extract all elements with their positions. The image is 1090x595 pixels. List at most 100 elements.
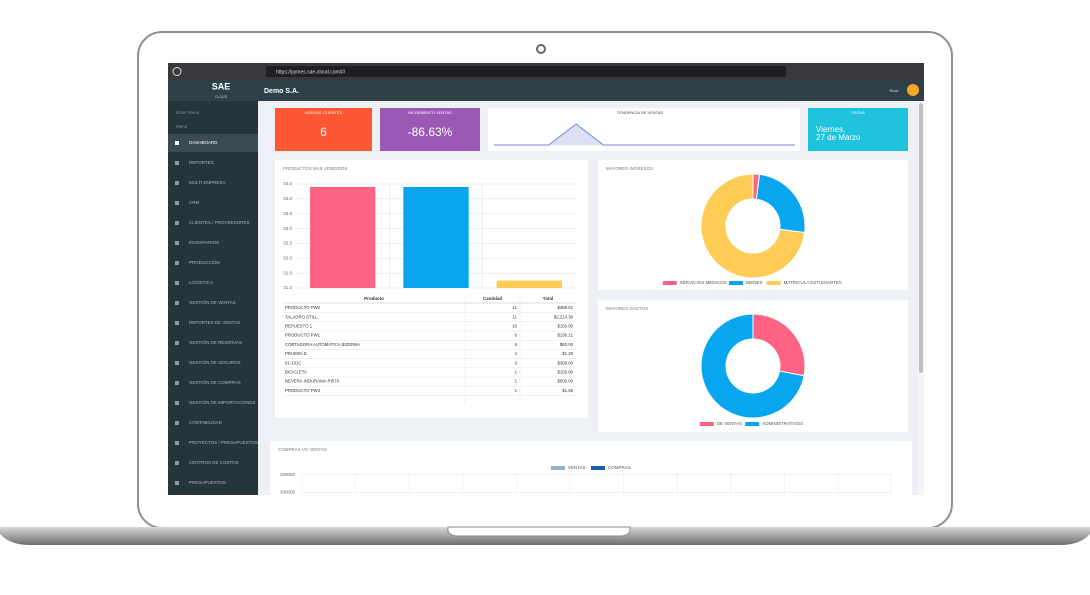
- donut-slice: [752, 313, 806, 377]
- menu-item[interactable]: PROYECTOS / PRESUPUESTOS: [189, 440, 258, 445]
- card-title: NUEVOS CLIENTES: [305, 110, 343, 115]
- card-value: -86.63%: [408, 125, 453, 139]
- table-cell: 10: [512, 324, 517, 329]
- table-cell: $150.00: [557, 370, 573, 375]
- table-cell: 4: [515, 351, 518, 356]
- table-header: Total: [543, 296, 553, 301]
- table-cell: 1: [515, 379, 518, 384]
- menu-icon: [175, 361, 179, 365]
- table-cell: 5: [515, 342, 518, 347]
- menu-item[interactable]: GESTIÓN DE IMPORTACIONES: [189, 399, 255, 405]
- menu-search[interactable]: Enter Menu: [176, 110, 200, 115]
- table-cell: $300.00: [557, 360, 573, 365]
- menu-item[interactable]: CONTABILIDAD: [189, 420, 223, 425]
- y-tick-label: 31.0: [283, 285, 292, 290]
- table-header: Producto: [364, 296, 384, 301]
- bar: [310, 186, 376, 288]
- legend-swatch: [591, 466, 605, 470]
- company-name: Demo S.A.: [264, 88, 299, 95]
- products-title: PRODUCTOS MAS VENDIDOS: [283, 166, 347, 171]
- menu-item[interactable]: GESTIÓN DE RESERVAS: [189, 339, 242, 345]
- menu-section: Menú: [176, 124, 188, 129]
- legend-label[interactable]: SERVICIOS MEDICOS: [680, 280, 727, 285]
- table-cell: 11: [513, 305, 518, 310]
- table-cell: $60.00: [560, 342, 574, 347]
- compare-panel: [270, 441, 912, 495]
- y-tick-label: 350000: [280, 472, 296, 477]
- legend-swatch: [729, 281, 743, 285]
- bar: [403, 186, 469, 288]
- table-cell: 3: [515, 360, 518, 365]
- card-value: Viernes,: [816, 125, 845, 134]
- table-cell: $2,214.30: [554, 314, 574, 319]
- table-cell: PRODUCTO PW2: [285, 305, 321, 310]
- menu-active: [168, 134, 258, 152]
- menu-icon: [175, 461, 179, 465]
- legend-label[interactable]: DE VENTAS: [717, 421, 742, 426]
- stat-card: [808, 108, 908, 151]
- legend-swatch: [662, 281, 677, 285]
- menu-icon: [175, 321, 179, 325]
- legend-label[interactable]: COMPRAS: [608, 465, 631, 470]
- card-title: FECHA: [851, 110, 865, 115]
- menu-item[interactable]: GESTIÓN DE VENTAS: [189, 299, 236, 305]
- menu-item[interactable]: INVENTARIOS: [189, 240, 219, 245]
- table-cell: $500.00: [557, 379, 573, 384]
- menu-item[interactable]: CENTROS DE COSTOS: [189, 460, 239, 465]
- url-field: [266, 66, 786, 77]
- user-name[interactable]: Root: [890, 88, 899, 93]
- table-cell: BICICLETA: [285, 370, 307, 375]
- compare-title: COMPRAS VS VENTAS: [278, 447, 327, 452]
- menu-item[interactable]: DASHBOARD: [189, 140, 218, 145]
- table-cell: $1.29: [562, 351, 573, 356]
- legend-swatch: [745, 422, 760, 426]
- menu-icon: [175, 221, 179, 225]
- y-tick-label: 32.0: [283, 255, 292, 260]
- table-cell: $150.00: [557, 324, 573, 329]
- menu-item[interactable]: CRM: [189, 200, 199, 205]
- legend-label[interactable]: MATRICULA ESTUDIANTES: [784, 280, 842, 285]
- menu-icon: [175, 141, 179, 145]
- y-tick-label: 32.5: [283, 241, 292, 246]
- table-cell: 01-101C: [285, 360, 301, 365]
- user-avatar[interactable]: [907, 84, 919, 96]
- donut-slice: [700, 313, 805, 419]
- table-cell: PRUEBA D: [285, 351, 307, 356]
- menu-item[interactable]: REPORTES: [189, 160, 214, 165]
- table-cell: 6: [515, 333, 518, 338]
- menu-item[interactable]: PRESUPUESTOS: [189, 480, 226, 485]
- menu-item[interactable]: PRODUCCIÓN: [189, 259, 220, 265]
- table-cell: PRODUCTO PW3: [285, 388, 321, 393]
- legend-swatch: [551, 466, 565, 470]
- stat-card: [380, 108, 480, 151]
- menu-icon: [175, 181, 179, 185]
- legend-label[interactable]: VENTAS: [568, 465, 586, 470]
- card-title: INCREMENTO VENTAS: [408, 110, 452, 115]
- donut-slice: [700, 173, 806, 279]
- menu-item[interactable]: CLIENTES / PROVEEDORES: [189, 220, 250, 225]
- income-title: MAYORES INGRESOS: [606, 166, 653, 171]
- menu-item[interactable]: MULTI EMPRESA: [189, 180, 225, 185]
- menu-item[interactable]: GESTIÓN DE COMPRAS: [189, 379, 241, 385]
- table-cell: NEVERA INDURAMA RI570: [285, 379, 340, 384]
- y-tick-label: 33.5: [283, 211, 292, 216]
- scroll-thumb[interactable]: [919, 103, 923, 373]
- legend-swatch: [766, 281, 781, 285]
- url[interactable]: https://pymes.sae-cloud.com/#/: [276, 69, 346, 75]
- menu-icon: [175, 281, 179, 285]
- menu-item[interactable]: LOGÍSTICA: [189, 279, 213, 285]
- table-cell: 1: [515, 370, 518, 375]
- menu-item[interactable]: REPORTES DE VENTAS: [189, 320, 240, 325]
- legend-label[interactable]: BIENES: [746, 280, 763, 285]
- menu-item[interactable]: GESTIÓN DE SEGUROS: [189, 359, 241, 365]
- y-tick-label: 300000: [280, 490, 296, 495]
- card-value: 6: [320, 125, 327, 139]
- table-cell: PRODUCTO PW1: [285, 333, 321, 338]
- table-header: Cantidad: [483, 296, 503, 301]
- back-button[interactable]: [172, 67, 182, 76]
- menu-icon: [175, 201, 179, 205]
- legend-label[interactable]: ADMINISTRATIVOS: [762, 421, 803, 426]
